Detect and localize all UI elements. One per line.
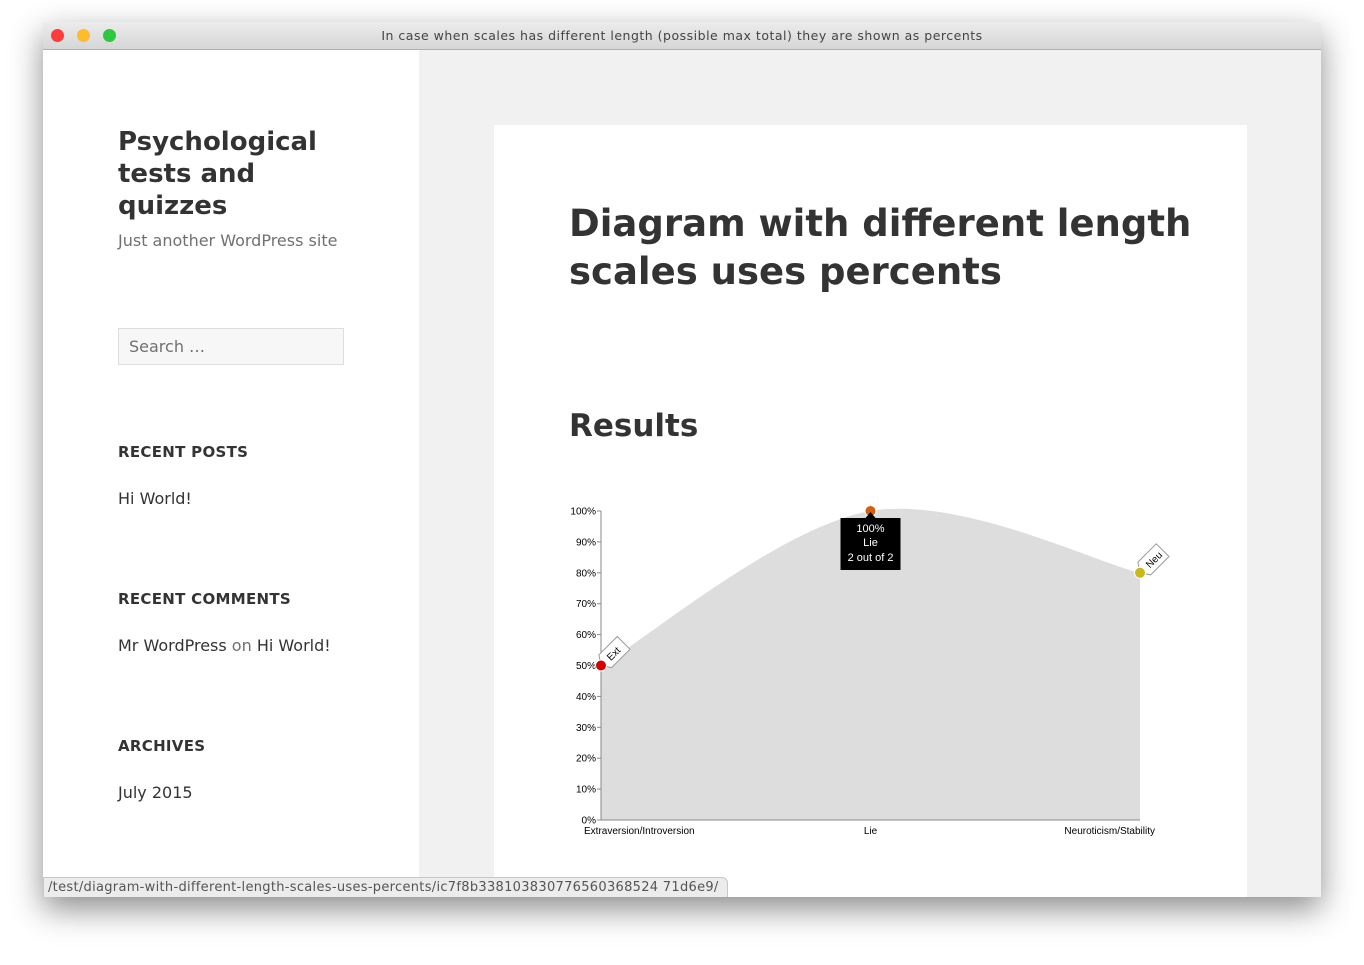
y-tick-label: 60%	[576, 630, 596, 641]
widget-title: RECENT POSTS	[118, 443, 249, 461]
zoom-button[interactable]	[103, 29, 116, 42]
y-tick-label: 20%	[576, 754, 596, 765]
connector: on	[231, 636, 252, 655]
tooltip-box	[840, 512, 901, 570]
y-tick-label: 90%	[576, 537, 596, 548]
x-tick-label: Extraversion/Introversion	[584, 826, 695, 837]
close-button[interactable]	[51, 29, 64, 42]
window-title: In case when scales has different length…	[381, 28, 983, 43]
point	[595, 659, 607, 672]
tooltip-detail: 2 out of 2	[848, 552, 894, 564]
article-title: Diagram with different length scales use…	[569, 202, 1192, 293]
comment-item: Mr WordPress on Hi World!	[118, 636, 331, 655]
post-link[interactable]: Hi World!	[118, 489, 192, 508]
post-link[interactable]: Hi World!	[256, 636, 331, 655]
x-tick-label: Neuroticism/Stability	[1064, 826, 1155, 837]
point-tag: Neu	[1137, 543, 1170, 576]
tooltip-category: Lie	[863, 537, 878, 549]
widget-title: ARCHIVES	[118, 737, 206, 755]
y-tick-label: 30%	[576, 723, 596, 734]
browser-window: Psychological tests and quizzes Just ano…	[43, 22, 1321, 897]
y-tick-label: 100%	[570, 507, 596, 518]
y-tick-label: 80%	[576, 568, 596, 579]
title-bar: In case when scales has different length…	[43, 22, 1321, 50]
point-tag: Ext	[598, 635, 631, 669]
site-title[interactable]: Psychological tests and quizzes	[118, 127, 317, 221]
author-link[interactable]: Mr WordPress	[118, 636, 227, 655]
y-tick-label: 10%	[576, 785, 596, 796]
search-box[interactable]: Search …	[118, 328, 344, 365]
y-tick-label: 0%	[582, 816, 597, 827]
minimize-button[interactable]	[77, 29, 90, 42]
results-heading: Results	[569, 408, 699, 444]
status-bar: /test/diagram-with-different-length-scal…	[43, 877, 728, 897]
y-tick-label: 40%	[576, 692, 596, 703]
y-tick-label: 50%	[576, 661, 596, 672]
point	[1134, 566, 1146, 579]
tooltip-value: 100%	[856, 523, 884, 535]
sidebar: Psychological tests and quizzes Just ano…	[43, 50, 419, 897]
archive-link[interactable]: July 2015	[118, 783, 193, 802]
tagline: Just another WordPress site	[118, 231, 338, 250]
chart: 0% 10% 20% 30% 40% 50% 60% 70% 80% 90% 100% Ext Extr…	[570, 505, 1170, 837]
widget-title: RECENT COMMENTS	[118, 590, 292, 608]
y-tick-label: 70%	[576, 599, 596, 610]
tag-shape	[598, 635, 631, 669]
area	[601, 508, 1140, 820]
x-tick-label: Lie	[864, 826, 878, 837]
tag-shape	[1137, 543, 1170, 576]
